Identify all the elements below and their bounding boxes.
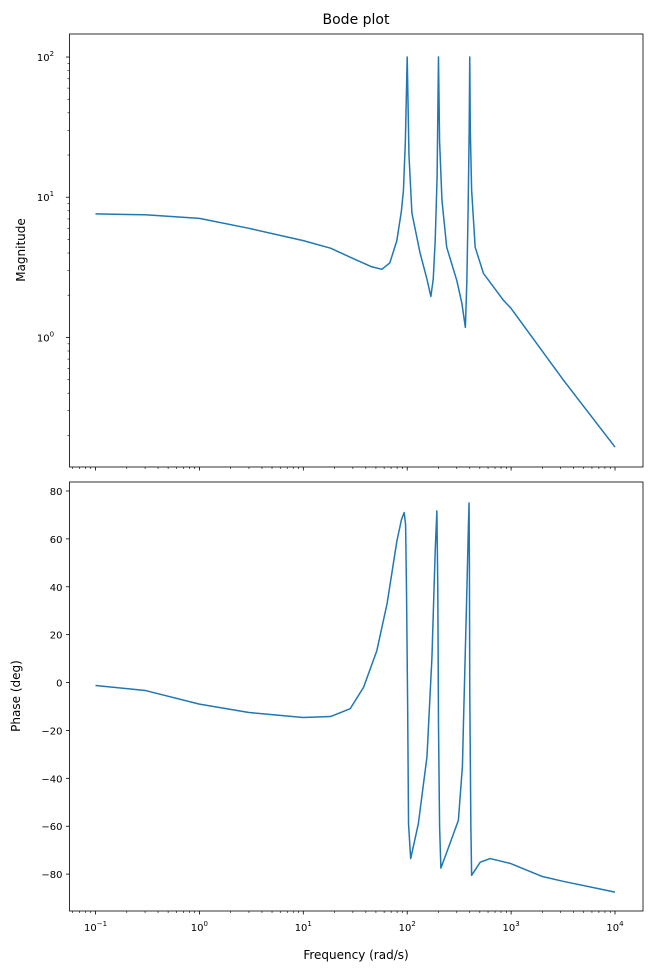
y-tick-label: 40 [50,583,63,594]
y-tick-label: 102 [37,50,54,64]
phase-axes: 10−1 100 101 102 103 104 −80 −60 −40 −20 0 20 40 60 80 [41,481,644,934]
axes-frame [69,33,644,468]
x-tick-label: 103 [502,920,519,934]
y-tick-label: −20 [41,726,62,737]
y-tick-label: −80 [41,870,62,881]
y-tick-label: 100 [37,330,54,344]
y-tick-label: 20 [50,631,63,642]
y-tick-label: 80 [50,487,63,498]
x-axis-label: Frequency (rad/s) [303,948,408,962]
chart-title: Bode plot [323,12,390,28]
y-tick-label: 0 [56,679,62,690]
phase-ylabel: Phase (deg) [9,660,23,732]
x-tick-label: 104 [606,920,624,934]
magnitude-ylabel: Magnitude [14,218,28,282]
x-tick-label: 101 [295,920,312,934]
series-line [95,502,616,893]
series-line [95,56,616,448]
y-tick-label: −40 [41,774,62,785]
y-tick-label: 101 [37,190,54,204]
x-tick-label: 102 [399,920,416,934]
x-tick-label: 10−1 [84,920,107,934]
x-tick-label: 100 [191,920,208,934]
magnitude-axes: 100 101 102 [37,33,644,471]
y-tick-label: 60 [50,535,63,546]
y-tick-label: −60 [41,822,62,833]
axes-frame [69,481,644,912]
